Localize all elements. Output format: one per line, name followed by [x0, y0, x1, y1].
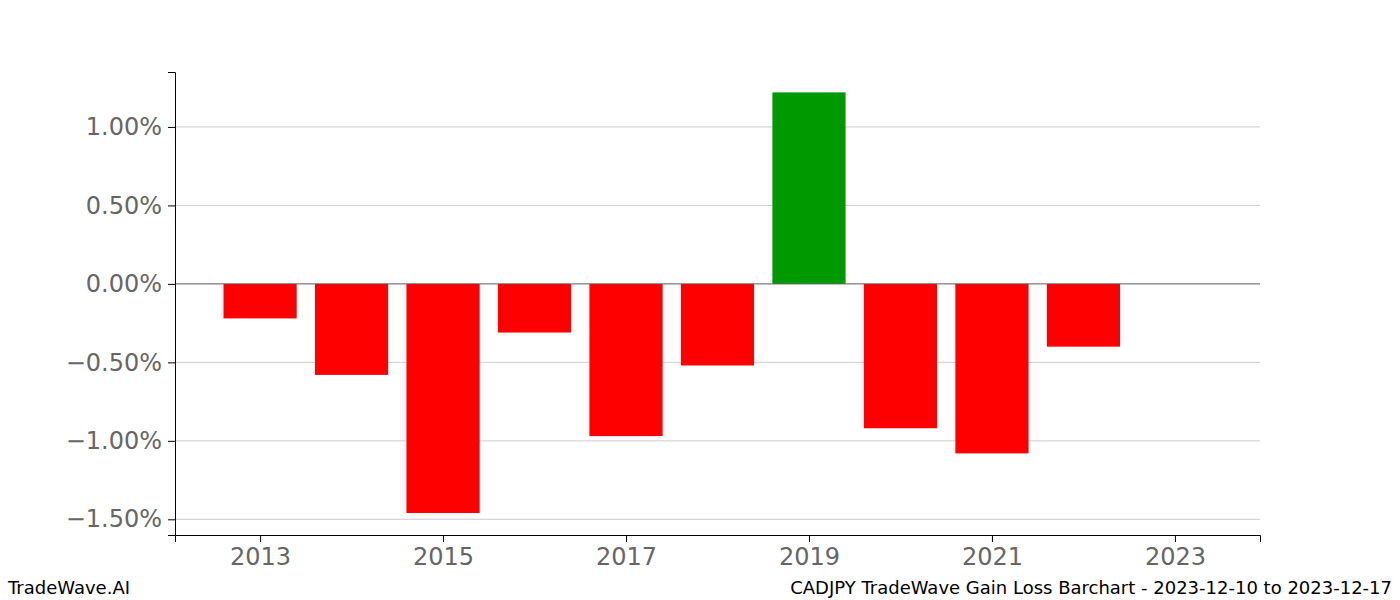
x-tick: 2015 — [413, 535, 474, 571]
y-tick: −0.50% — [66, 349, 175, 377]
bar — [223, 284, 296, 319]
x-tick-mark — [443, 535, 444, 542]
y-tick-mark — [168, 362, 175, 363]
y-axis: −1.50% −1.00% −0.50% 0.00% 0.50% 1.00% — [66, 73, 176, 536]
x-tick-mark — [809, 535, 810, 542]
bar — [1047, 284, 1120, 347]
grid — [175, 127, 1260, 519]
y-tick: 1.00% — [86, 113, 175, 141]
bar — [498, 284, 571, 333]
y-tick-mark — [168, 284, 175, 285]
bar — [955, 284, 1028, 454]
chart: −1.50%−1.00%−0.50%0.00%0.50%1.00%2013201… — [0, 0, 1400, 600]
y-tick: −1.50% — [66, 505, 175, 533]
annotation: TradeWave.AI — [7, 577, 130, 598]
bar — [589, 284, 662, 436]
zero-line — [175, 283, 1260, 284]
y-tick: −1.00% — [66, 427, 175, 455]
y-tick-label: −0.50% — [66, 349, 162, 377]
grid-line — [175, 283, 1260, 284]
x-tick: 2021 — [962, 535, 1023, 571]
y-tick-mark — [168, 127, 175, 128]
x-axis-line — [176, 536, 1261, 543]
y-tick-label: 1.00% — [86, 113, 162, 141]
y-tick-label: −1.50% — [66, 505, 162, 533]
bar — [864, 284, 937, 428]
x-tick-mark — [626, 535, 627, 542]
y-tick: 0.00% — [86, 270, 175, 298]
grid-line — [175, 126, 1260, 127]
bar — [406, 284, 479, 513]
x-tick-label: 2021 — [962, 543, 1023, 571]
y-tick: 0.50% — [86, 192, 175, 220]
y-tick-label: 0.00% — [86, 270, 162, 298]
x-tick: 2023 — [1145, 535, 1206, 571]
x-tick-mark — [1175, 535, 1176, 542]
x-axis: 2013 2015 2017 2019 2021 2023 — [176, 535, 1261, 571]
x-tick: 2019 — [779, 535, 840, 571]
grid-line — [175, 440, 1260, 441]
title: CADJPY TradeWave Gain Loss Barchart - 20… — [790, 577, 1392, 598]
x-tick-mark — [260, 535, 261, 542]
x-tick: 2017 — [596, 535, 657, 571]
x-tick-label: 2023 — [1145, 543, 1206, 571]
x-tick-label: 2017 — [596, 543, 657, 571]
bar — [315, 284, 388, 375]
x-tick-label: 2015 — [413, 543, 474, 571]
y-tick-mark — [168, 519, 175, 520]
x-tick-label: 2013 — [230, 543, 291, 571]
bar — [772, 92, 845, 283]
x-tick-label: 2019 — [779, 543, 840, 571]
y-axis-line — [168, 73, 176, 536]
x-tick-mark — [992, 535, 993, 542]
y-tick-mark — [168, 441, 175, 442]
x-tick: 2013 — [230, 535, 291, 571]
bar — [681, 284, 754, 366]
grid-line — [175, 519, 1260, 520]
grid-line — [175, 205, 1260, 206]
y-tick-label: 0.50% — [86, 192, 162, 220]
y-tick-label: −1.00% — [66, 427, 162, 455]
bars — [175, 92, 1260, 513]
y-tick-mark — [168, 205, 175, 206]
